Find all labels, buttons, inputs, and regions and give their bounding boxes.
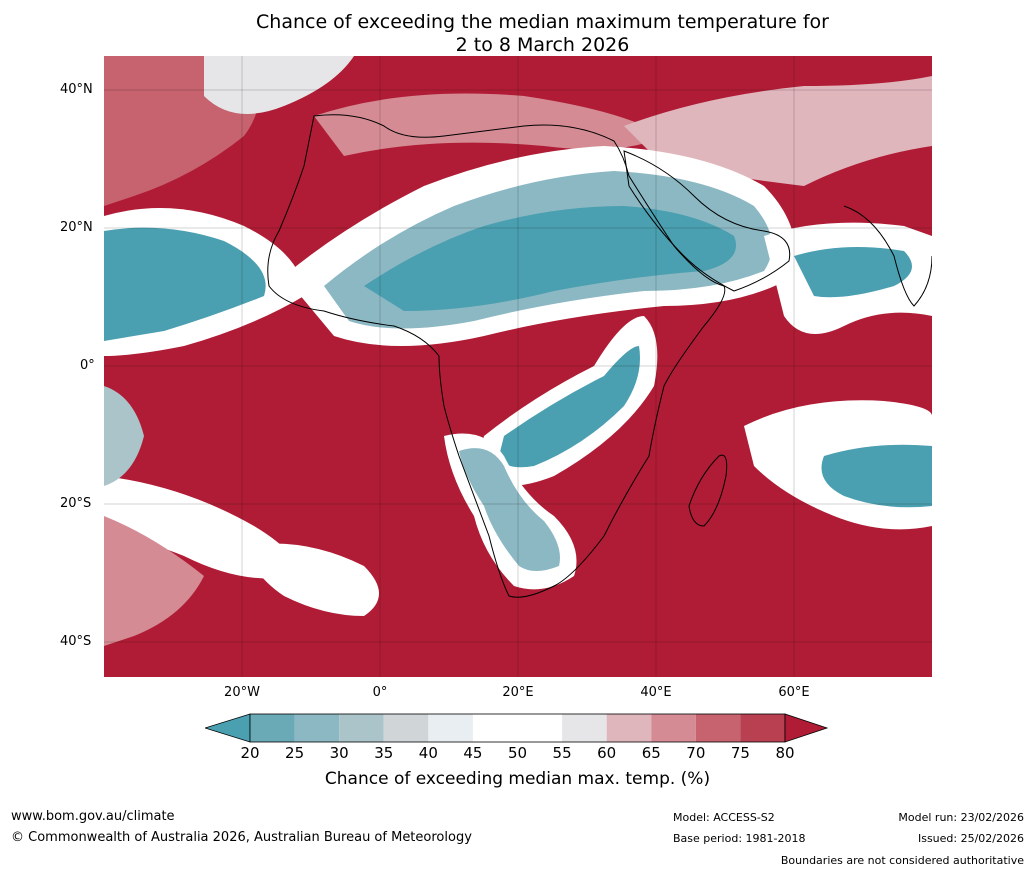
footer-website: www.bom.gov.au/climate: [11, 809, 175, 824]
west-atlantic-cool: [104, 227, 266, 341]
south-atlantic-white-2: [244, 543, 379, 616]
colorbar-segment: [383, 714, 429, 742]
africa-coastline: [267, 114, 726, 598]
colorbar-segment: [339, 714, 384, 742]
colorbar: [205, 713, 829, 743]
india-coastline: [843, 205, 932, 307]
lon-label-20e: 20°E: [502, 685, 534, 700]
footer-copyright: © Commonwealth of Australia 2026, Austra…: [11, 830, 472, 845]
colorbar-segment: [740, 714, 785, 742]
chart-title-line1: Chance of exceeding the median maximum t…: [256, 11, 829, 33]
colorbar-segment: [562, 714, 607, 742]
forecast-map: [104, 56, 932, 677]
colorbar-segment: [651, 714, 696, 742]
colorbar-tick-label: 80: [775, 744, 795, 762]
colorbar-tick-label: 40: [418, 744, 438, 762]
colorbar-segment: [517, 714, 563, 742]
colorbar-segment: [294, 714, 340, 742]
lat-label-40s: 40°S: [60, 634, 92, 649]
chart-title-line2: 2 to 8 March 2026: [455, 34, 630, 56]
colorbar-tick-label: 20: [240, 744, 260, 762]
footer-base-period: Base period: 1981-2018: [673, 832, 806, 845]
colorbar-tick-label: 30: [329, 744, 349, 762]
footer-model: Model: ACCESS-S2: [673, 811, 775, 824]
colorbar-tick-label: 25: [285, 744, 305, 762]
lon-label-40e: 40°E: [640, 685, 672, 700]
lat-label-20n: 20°N: [60, 220, 93, 235]
colorbar-segment: [472, 714, 518, 742]
colorbar-over-arrow: [784, 713, 829, 743]
colorbar-tick-label: 65: [641, 744, 661, 762]
lat-label-0: 0°: [80, 358, 95, 373]
east-africa-cool: [499, 346, 640, 468]
lon-label-0: 0°: [372, 685, 388, 700]
south-atlantic-cool: [104, 386, 144, 486]
arabia-mixed: [624, 76, 932, 186]
footer-issued: Issued: 25/02/2026: [917, 832, 1024, 845]
colorbar-segment: [428, 714, 473, 742]
lat-label-20s: 20°S: [60, 496, 92, 511]
lon-label-60e: 60°E: [778, 685, 810, 700]
colorbar-tick-label: 45: [463, 744, 483, 762]
map-gridlines: [104, 56, 932, 677]
south-indian-cool: [821, 444, 932, 508]
colorbar-under-arrow: [205, 713, 251, 743]
colorbar-tick-label: 75: [730, 744, 750, 762]
arabia-coastline: [623, 150, 791, 292]
colorbar-segment: [250, 714, 295, 742]
southern-africa-cool: [459, 448, 560, 571]
north-mixed-region-2: [204, 56, 354, 114]
colorbar-tick-label: 55: [552, 744, 572, 762]
colorbar-tick-label: 50: [507, 744, 528, 762]
colorbar-segment: [606, 714, 652, 742]
colorbar-tick-label: 35: [374, 744, 394, 762]
lat-label-40n: 40°N: [60, 82, 93, 97]
colorbar-segment: [695, 714, 741, 742]
footer-disclaimer: Boundaries are not considered authoritat…: [780, 854, 1024, 867]
madagascar-coastline: [688, 454, 728, 527]
footer-model-run: Model run: 23/02/2026: [898, 811, 1024, 824]
arabian-sea-cool: [794, 247, 912, 298]
sahara-cool-core: [364, 206, 736, 311]
colorbar-tick-label: 70: [686, 744, 706, 762]
colorbar-label: Chance of exceeding median max. temp. (%…: [324, 769, 711, 789]
colorbar-tick-label: 60: [597, 744, 617, 762]
south-atlantic-pink: [104, 516, 204, 646]
lon-label-20w: 20°W: [224, 685, 260, 700]
mediterranean-mixed: [314, 93, 664, 156]
